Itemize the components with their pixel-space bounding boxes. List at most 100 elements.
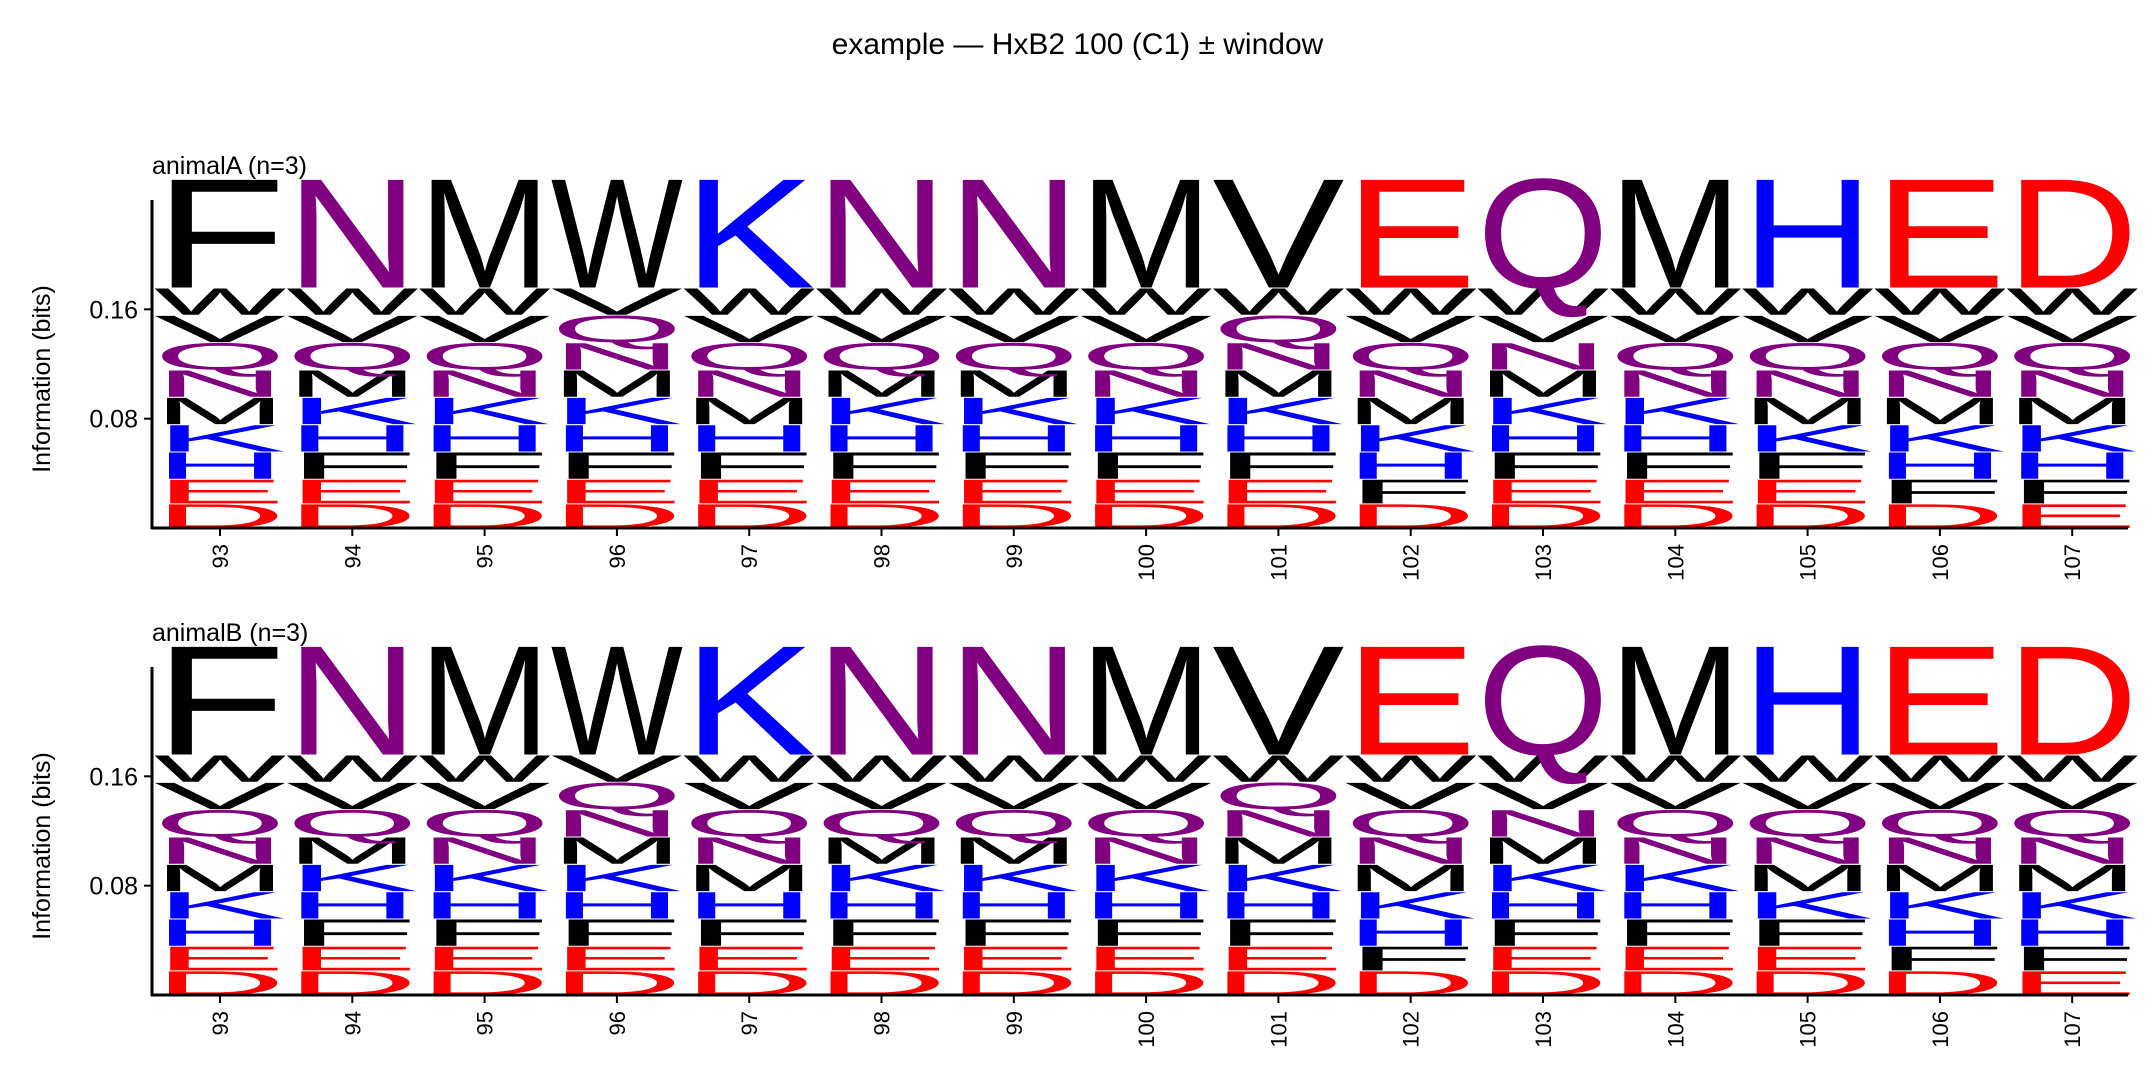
logo-letter-106-F: F — [1874, 940, 2006, 978]
logo-letter-103-M: M — [1477, 362, 1609, 405]
x-tick-label: 101 — [1266, 544, 1291, 581]
logo-letter-94-H: H — [286, 417, 418, 460]
x-tick-label: 96 — [605, 544, 630, 568]
logo-letter-103-W: W — [1477, 747, 1609, 790]
logo-letter-101-E: E — [1212, 473, 1344, 511]
logo-letter-93-W: W — [154, 747, 286, 790]
logo-letter-104-K: K — [1609, 857, 1741, 900]
logo-letter-107-W: W — [2006, 747, 2138, 790]
logo-letter-104-N: N — [1609, 362, 1741, 405]
logo-letter-93-F: F — [154, 613, 286, 788]
logo-letter-100-Q: Q — [1080, 335, 1212, 378]
x-tick-label: 106 — [1928, 544, 1953, 581]
logo-letter-103-V: V — [1477, 308, 1609, 351]
x-tick-label: 93 — [208, 1011, 233, 1035]
x-tick-label: 99 — [1002, 1011, 1027, 1035]
logo-letter-102-W: W — [1345, 747, 1477, 790]
logo-letter-101-F: F — [1212, 911, 1344, 954]
logo-letter-97-K: K — [683, 613, 815, 788]
logo-letter-102-V: V — [1345, 308, 1477, 351]
logo-letter-102-F: F — [1345, 473, 1477, 511]
logo-letter-94-V: V — [286, 775, 418, 818]
logo-letter-103-K: K — [1477, 857, 1609, 900]
logo-letter-106-V: V — [1874, 308, 2006, 351]
logo-letter-104-Q: Q — [1609, 802, 1741, 845]
logo-letter-106-E: E — [1874, 146, 2006, 321]
x-tick-label: 97 — [737, 1011, 762, 1035]
logo-letter-95-E: E — [419, 940, 551, 978]
logo-letter-97-E: E — [683, 473, 815, 511]
logo-letter-96-F: F — [551, 444, 683, 487]
logo-letter-105-M: M — [1742, 857, 1874, 900]
logo-letter-95-Q: Q — [419, 335, 551, 378]
logo-letter-101-K: K — [1212, 390, 1344, 433]
logo-letter-98-K: K — [816, 390, 948, 433]
logo-letter-104-M: M — [1609, 146, 1741, 321]
logo-letter-102-M: M — [1345, 857, 1477, 900]
logo-letter-97-Q: Q — [683, 802, 815, 845]
logo-letter-94-H: H — [286, 884, 418, 927]
logo-letter-96-H: H — [551, 417, 683, 460]
logo-letter-106-K: K — [1874, 884, 2006, 927]
logo-letter-105-K: K — [1742, 884, 1874, 927]
logo-letter-94-Q: Q — [286, 335, 418, 378]
logo-letter-100-H: H — [1080, 884, 1212, 927]
logo-letter-105-Q: Q — [1742, 335, 1874, 378]
figure-title: example — HxB2 100 (C1) ± window — [831, 28, 1324, 61]
logo-letter-107-D: D — [2006, 146, 2138, 321]
logo-letter-105-N: N — [1742, 362, 1874, 405]
logo-letter-99-Q: Q — [948, 335, 1080, 378]
logo-letter-99-N: N — [948, 613, 1080, 788]
logo-letter-107-K: K — [2006, 884, 2138, 927]
y-tick-label: 0.08 — [89, 406, 138, 434]
logo-letter-99-F: F — [948, 911, 1080, 954]
logo-letter-98-Q: Q — [816, 802, 948, 845]
logo-letter-100-M: M — [1080, 613, 1212, 788]
logo-letter-98-W: W — [816, 280, 948, 323]
logo-letter-100-N: N — [1080, 362, 1212, 405]
logo-letter-103-K: K — [1477, 390, 1609, 433]
logo-letter-99-H: H — [948, 417, 1080, 460]
logo-letter-100-W: W — [1080, 280, 1212, 323]
logo-letter-100-K: K — [1080, 857, 1212, 900]
logo-letter-97-V: V — [683, 775, 815, 818]
logo-letter-107-W: W — [2006, 280, 2138, 323]
logo-letter-106-K: K — [1874, 417, 2006, 460]
logo-letter-99-V: V — [948, 775, 1080, 818]
logo-letter-102-Q: Q — [1345, 802, 1477, 845]
logo-letter-99-V: V — [948, 308, 1080, 351]
logo-letter-105-E: E — [1742, 473, 1874, 511]
logo-letter-99-H: H — [948, 884, 1080, 927]
logo-letter-102-M: M — [1345, 390, 1477, 433]
panel-a-title: animalA (n=3) — [152, 152, 307, 180]
logo-letter-95-N: N — [419, 362, 551, 405]
logo-letter-101-Q: Q — [1212, 308, 1344, 351]
logo-letter-103-E: E — [1477, 473, 1609, 511]
logo-letter-107-Q: Q — [2006, 335, 2138, 378]
logo-letter-106-Q: Q — [1874, 802, 2006, 845]
logo-letter-99-W: W — [948, 747, 1080, 790]
x-tick-label: 98 — [870, 544, 895, 568]
logo-letter-98-Q: Q — [816, 335, 948, 378]
logo-letter-100-K: K — [1080, 390, 1212, 433]
logo-letter-94-V: V — [286, 308, 418, 351]
logo-letter-93-Q: Q — [154, 335, 286, 378]
logo-letter-93-E: E — [154, 940, 286, 978]
logo-letter-95-V: V — [419, 308, 551, 351]
logo-letter-97-E: E — [683, 940, 815, 978]
logo-letter-103-H: H — [1477, 417, 1609, 460]
logo-letter-93-N: N — [154, 829, 286, 872]
logo-letter-93-V: V — [154, 775, 286, 818]
logo-letter-98-W: W — [816, 747, 948, 790]
logo-letter-106-V: V — [1874, 775, 2006, 818]
x-tick-label: 98 — [870, 1011, 895, 1035]
logo-letter-95-N: N — [419, 829, 551, 872]
logo-letter-103-F: F — [1477, 444, 1609, 487]
logo-letter-98-M: M — [816, 829, 948, 872]
x-tick-label: 107 — [2060, 544, 2085, 581]
logo-letter-97-W: W — [683, 280, 815, 323]
logo-letter-100-E: E — [1080, 940, 1212, 978]
logo-letter-95-E: E — [419, 473, 551, 511]
logo-letter-104-N: N — [1609, 829, 1741, 872]
